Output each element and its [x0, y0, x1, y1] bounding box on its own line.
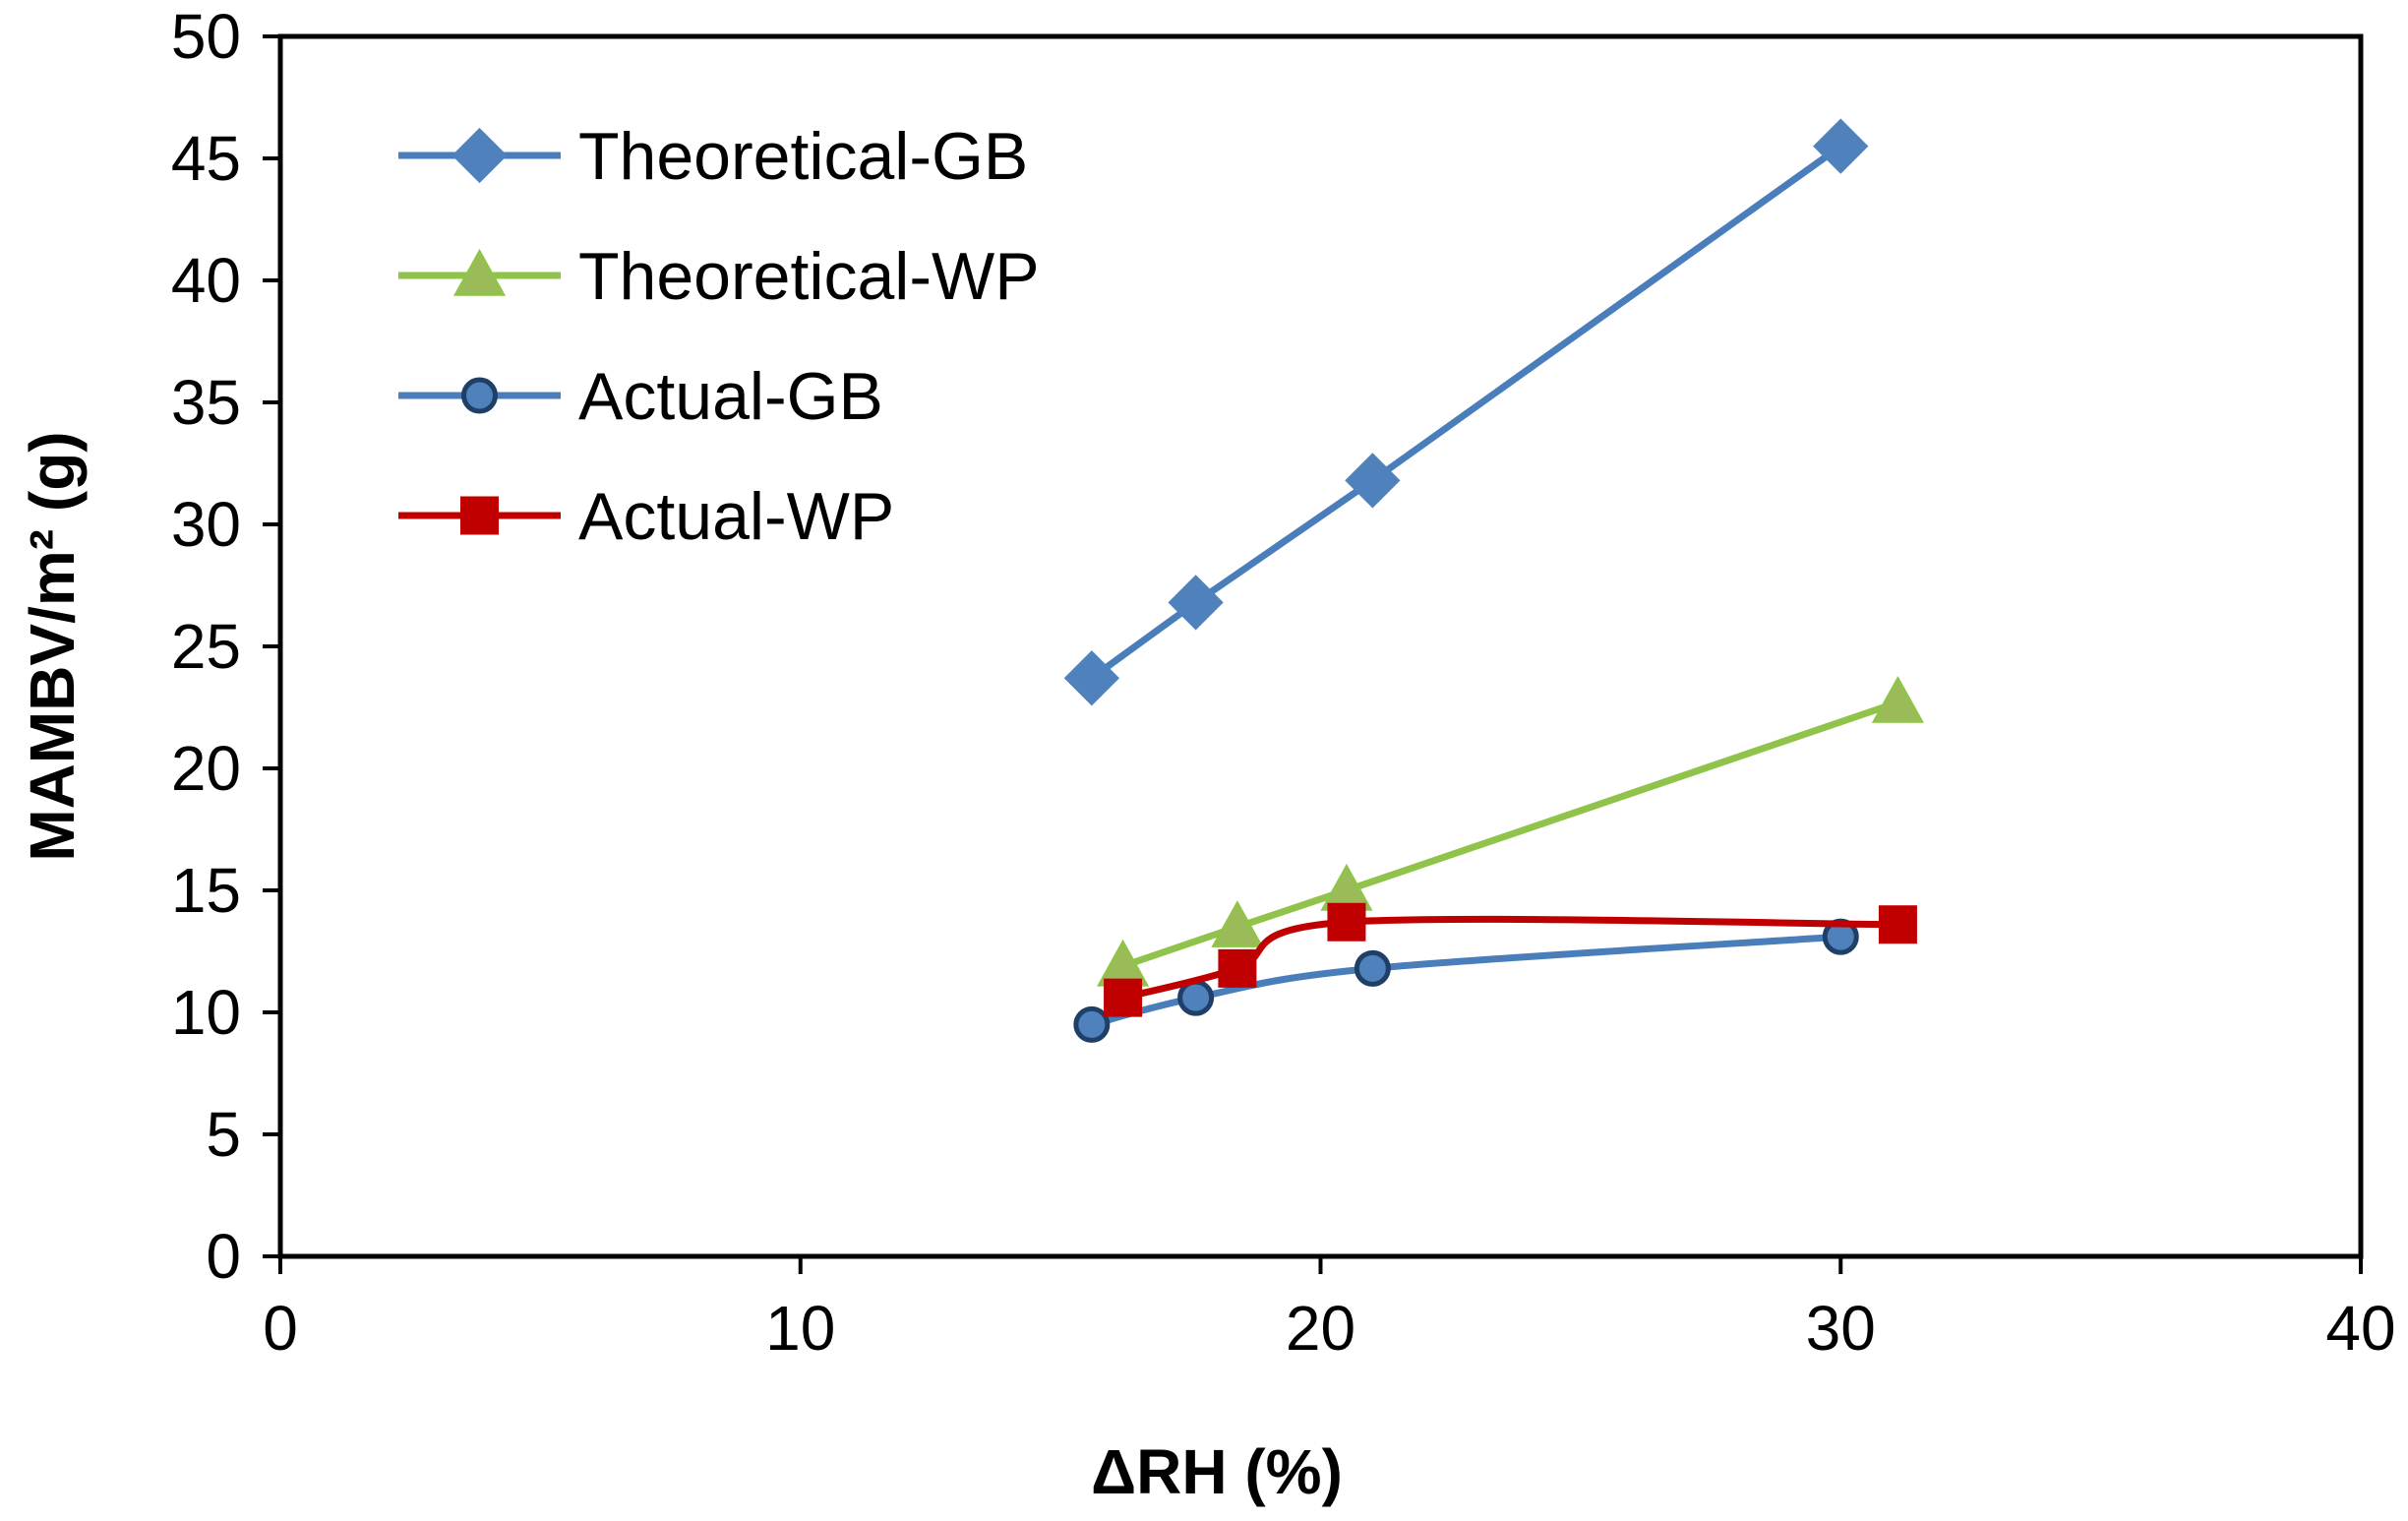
data-point: [1878, 905, 1917, 944]
legend-item-theoretical-wp: Theoretical-WP: [398, 239, 1040, 314]
data-point: [1104, 978, 1143, 1017]
data-point: [1168, 575, 1224, 631]
data-point: [1218, 948, 1257, 988]
y-tick-label: 5: [206, 1099, 241, 1170]
x-tick-label: 40: [2325, 1293, 2395, 1364]
y-tick-label: 40: [171, 245, 241, 316]
y-tick-label: 0: [206, 1221, 241, 1292]
data-point: [1211, 900, 1264, 947]
y-tick-label: 45: [171, 123, 241, 194]
x-tick-label: 0: [263, 1293, 298, 1364]
y-axis-title: MAMBV/m² (g): [17, 431, 88, 861]
x-axis: 0 10 20 30 40: [263, 1256, 2396, 1364]
y-tick-label: 10: [171, 977, 241, 1048]
legend-label: Actual-WP: [578, 479, 894, 554]
legend-label: Theoretical-GB: [578, 119, 1028, 194]
data-point: [1354, 949, 1391, 987]
y-tick-label: 30: [171, 489, 241, 560]
y-tick-label: 20: [171, 733, 241, 804]
y-tick-label: 15: [171, 855, 241, 926]
legend-label: Actual-GB: [578, 359, 883, 434]
legend-item-actual-wp: Actual-WP: [398, 479, 894, 554]
y-tick-label: 50: [171, 1, 241, 72]
data-point: [1073, 1005, 1111, 1043]
series-layer: [1063, 118, 1924, 1043]
data-point: [1813, 118, 1869, 174]
series-line: [1121, 699, 1899, 970]
x-axis-title: ΔRH (%): [1091, 1436, 1343, 1507]
series-actual-wp: [1104, 902, 1917, 1017]
plot-area: [277, 33, 2364, 1259]
data-point: [1327, 902, 1366, 942]
data-point: [1063, 650, 1119, 706]
data-point: [1871, 675, 1924, 723]
series-line: [1121, 915, 1898, 1002]
series-theoretical-gb: [1063, 118, 1869, 706]
data-point: [1345, 453, 1401, 509]
legend-item-theoretical-gb: Theoretical-GB: [398, 119, 1028, 194]
legend-swatch-marker: [461, 377, 498, 414]
series-actual-gb: [1073, 918, 1859, 1043]
series-line: [1089, 143, 1843, 682]
x-tick-label: 30: [1806, 1293, 1876, 1364]
legend: Theoretical-GB Theoretical-WP Actual-GB Act…: [398, 119, 1040, 554]
series-line: [1090, 933, 1841, 1028]
legend-item-actual-gb: Actual-GB: [398, 359, 883, 434]
legend-swatch-marker: [452, 127, 508, 184]
y-tick-label: 25: [171, 611, 241, 682]
x-tick-label: 20: [1286, 1293, 1355, 1364]
y-tick-label: 35: [171, 367, 241, 438]
legend-swatch-marker: [452, 248, 507, 296]
legend-label: Theoretical-WP: [578, 239, 1040, 314]
legend-swatch-marker: [460, 496, 499, 535]
y-axis: 0 5 10 15 20 25 30 35 40 45 50: [171, 1, 280, 1292]
x-tick-label: 10: [765, 1293, 835, 1364]
